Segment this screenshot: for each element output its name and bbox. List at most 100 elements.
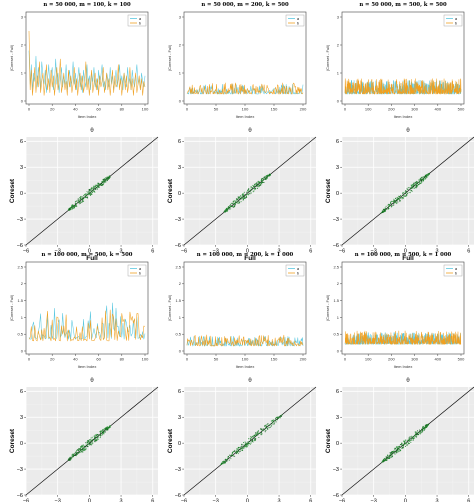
- x-tick-label: 150: [271, 357, 278, 362]
- data-point: [414, 431, 416, 433]
- data-point: [407, 444, 409, 446]
- data-point: [88, 441, 90, 443]
- data-point: [428, 423, 430, 425]
- data-point: [419, 430, 422, 432]
- legend-label-b: b: [297, 271, 299, 275]
- data-point: [85, 442, 87, 444]
- data-point: [234, 455, 236, 457]
- data-point: [86, 194, 88, 196]
- data-point: [243, 193, 245, 195]
- data-point: [251, 440, 254, 442]
- x-tick-label: 80: [120, 357, 125, 362]
- data-point: [245, 442, 247, 444]
- data-point: [264, 425, 266, 427]
- data-point: [234, 201, 236, 203]
- data-point: [400, 449, 402, 451]
- data-point: [87, 192, 89, 194]
- data-point: [89, 194, 91, 197]
- data-point: [245, 194, 247, 197]
- x-axis-label: Item Index: [236, 364, 255, 369]
- data-point: [423, 176, 425, 178]
- data-point: [246, 191, 248, 193]
- data-point: [261, 180, 264, 182]
- data-point: [408, 439, 410, 441]
- data-point: [425, 176, 427, 178]
- data-point: [252, 441, 254, 443]
- data-point: [419, 178, 421, 180]
- data-point: [239, 199, 241, 201]
- data-point: [392, 200, 394, 203]
- data-point: [390, 452, 392, 454]
- panel-3: n = 50 000, m = 500, k = 500 0 100 200 300 40…: [325, 2, 465, 119]
- y-tick-label: 2.5: [175, 264, 181, 269]
- data-point: [393, 204, 395, 206]
- data-point: [258, 436, 260, 439]
- data-point: [268, 175, 270, 177]
- data-point: [252, 436, 254, 438]
- y-tick-label: 0: [178, 441, 181, 447]
- data-point: [403, 192, 405, 194]
- data-point: [266, 175, 269, 178]
- data-point: [107, 177, 109, 179]
- data-point: [265, 176, 267, 178]
- data-point: [92, 190, 94, 192]
- data-point: [107, 176, 109, 178]
- data-point: [79, 201, 81, 203]
- data-point: [99, 435, 102, 437]
- y-axis-label: Coreset: [9, 178, 16, 203]
- data-point: [406, 192, 408, 194]
- x-tick-label: 6: [467, 499, 470, 502]
- x-tick-label: 0: [186, 357, 189, 362]
- data-point: [87, 194, 89, 196]
- data-point: [80, 450, 82, 452]
- data-point: [383, 458, 385, 461]
- data-point: [414, 437, 416, 439]
- identity-line: [25, 136, 159, 246]
- legend-label-a: a: [297, 267, 299, 271]
- data-point: [240, 195, 242, 197]
- data-point: [89, 439, 91, 441]
- data-point: [396, 450, 398, 452]
- data-point: [83, 445, 85, 447]
- data-point: [90, 190, 92, 192]
- data-point: [416, 185, 418, 187]
- data-point: [255, 182, 257, 185]
- data-point: [391, 205, 393, 207]
- y-axis-label: Coreset: [325, 178, 332, 203]
- x-axis-label: Item Index: [394, 364, 413, 369]
- data-point: [242, 193, 244, 195]
- data-point: [395, 198, 397, 200]
- data-point: [222, 463, 224, 465]
- y-tick-label: −6: [175, 243, 181, 249]
- data-point: [415, 181, 417, 183]
- x-axis-label: Full: [244, 255, 256, 262]
- data-point: [396, 446, 398, 448]
- data-point: [103, 178, 105, 180]
- y-axis-label: |Coreset - Full|: [167, 45, 172, 71]
- data-point: [76, 200, 78, 202]
- data-point: [78, 451, 80, 453]
- data-point: [107, 427, 109, 429]
- data-point: [68, 457, 70, 460]
- data-point: [107, 429, 109, 431]
- data-point: [280, 415, 283, 417]
- data-point: [416, 435, 418, 437]
- x-tick-label: 100: [365, 357, 372, 362]
- data-point: [80, 446, 82, 448]
- data-point: [397, 451, 399, 453]
- legend-label-b: b: [139, 271, 141, 275]
- data-point: [267, 423, 269, 425]
- legend-box: [443, 14, 463, 27]
- data-point: [86, 196, 88, 198]
- data-point: [232, 451, 235, 453]
- data-point: [399, 444, 401, 446]
- data-point: [257, 434, 259, 436]
- data-point: [411, 439, 413, 442]
- data-point: [242, 449, 244, 451]
- data-point: [424, 178, 426, 180]
- data-point: [408, 442, 410, 445]
- data-point: [253, 437, 255, 439]
- y-tick-label: 0.5: [175, 332, 181, 337]
- data-point: [381, 212, 383, 214]
- data-point: [93, 187, 95, 189]
